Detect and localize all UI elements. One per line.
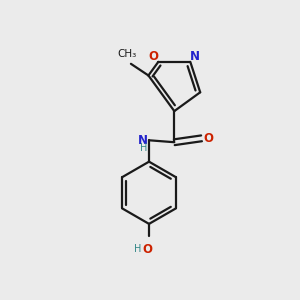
Text: H: H xyxy=(134,244,141,254)
Text: N: N xyxy=(190,50,200,62)
Text: O: O xyxy=(148,50,158,62)
Text: N: N xyxy=(138,134,148,147)
Text: H: H xyxy=(140,143,147,153)
Text: CH₃: CH₃ xyxy=(117,49,137,59)
Text: O: O xyxy=(142,243,152,256)
Text: O: O xyxy=(203,132,213,145)
